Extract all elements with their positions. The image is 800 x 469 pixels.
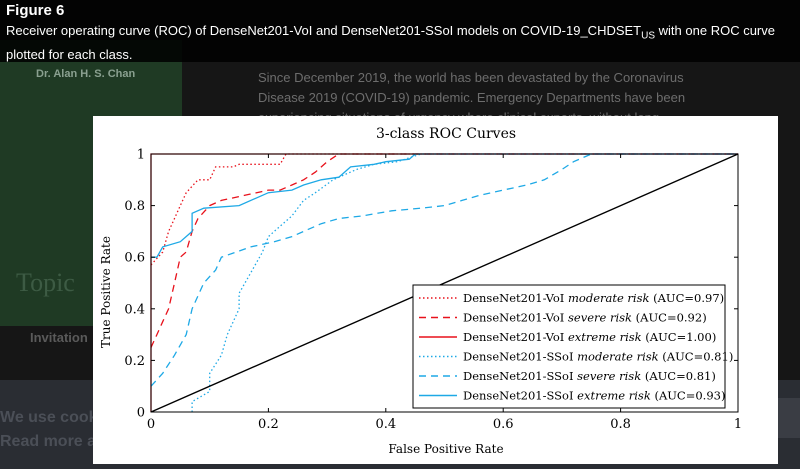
roc-series-5 bbox=[151, 153, 738, 258]
y-tick-label: 0.6 bbox=[124, 251, 145, 266]
legend-entry: DenseNet201-VoI moderate risk (AUC=0.97) bbox=[463, 291, 724, 305]
cookie-read-more-link[interactable]: Read more a bbox=[0, 433, 97, 450]
y-axis-title: True Positive Rate bbox=[99, 236, 113, 348]
y-tick-label: 1 bbox=[137, 148, 145, 163]
roc-series-1 bbox=[150, 153, 738, 348]
figure-title: Figure 6 bbox=[6, 2, 65, 19]
x-tick-label: 0 bbox=[147, 417, 155, 432]
cookie-banner-text: We use cookies Read more a bbox=[0, 406, 120, 454]
x-tick-label: 0.4 bbox=[375, 417, 396, 432]
y-tick-label: 0.4 bbox=[124, 302, 145, 317]
legend-entry: DenseNet201-SSoI extreme risk (AUC=0.93) bbox=[463, 389, 725, 403]
legend-entry: DenseNet201-SSoI moderate risk (AUC=0.81… bbox=[463, 350, 733, 364]
background-invitation: Invitation bbox=[30, 330, 88, 345]
y-tick-label: 0.2 bbox=[124, 354, 145, 369]
roc-series-0 bbox=[150, 153, 738, 266]
legend-box bbox=[412, 284, 726, 409]
cookie-line-1: We use cookies bbox=[0, 409, 120, 426]
caption-part-2: with one ROC curve plotted for each clas… bbox=[6, 23, 775, 62]
x-tick-label: 0.6 bbox=[493, 417, 514, 432]
figure-header: Figure 6 Receiver operating curve (ROC) … bbox=[0, 0, 800, 62]
legend-entry: DenseNet201-VoI severe risk (AUC=0.92) bbox=[463, 311, 707, 325]
legend-entry: DenseNet201-SSoI severe risk (AUC=0.81) bbox=[463, 369, 716, 383]
chart-title: 3-class ROC Curves bbox=[376, 126, 516, 142]
roc-chart: 3-class ROC Curves False Positive Rate T… bbox=[99, 126, 742, 456]
x-axis-title: False Positive Rate bbox=[388, 442, 503, 456]
figure-caption: Receiver operating curve (ROC) of DenseN… bbox=[6, 22, 796, 64]
plot-frame bbox=[150, 153, 739, 413]
roc-series-4 bbox=[150, 153, 738, 387]
roc-series-3 bbox=[191, 153, 738, 412]
x-tick-label: 0.8 bbox=[610, 417, 631, 432]
caption-subscript: US bbox=[641, 30, 656, 42]
axis-ticks: 0 0.2 0.4 0.6 0.8 1 0 0.2 0.4 0.6 0.8 1 bbox=[124, 148, 742, 433]
caption-part-1: Receiver operating curve (ROC) of DenseN… bbox=[6, 23, 642, 38]
x-tick-label: 1 bbox=[734, 417, 742, 432]
chart-panel: 3-class ROC Curves False Positive Rate T… bbox=[93, 116, 778, 464]
x-tick-label: 0.2 bbox=[258, 417, 279, 432]
background-author: Dr. Alan H. S. Chan bbox=[36, 68, 136, 80]
legend: DenseNet201-VoI moderate risk (AUC=0.97)… bbox=[412, 284, 733, 409]
roc-series-6 bbox=[150, 153, 739, 413]
background-topic-label: Topic bbox=[16, 268, 75, 297]
y-tick-label: 0.8 bbox=[124, 199, 145, 214]
y-tick-label: 0 bbox=[137, 406, 145, 421]
legend-entry: DenseNet201-VoI extreme risk (AUC=1.00) bbox=[463, 330, 716, 344]
